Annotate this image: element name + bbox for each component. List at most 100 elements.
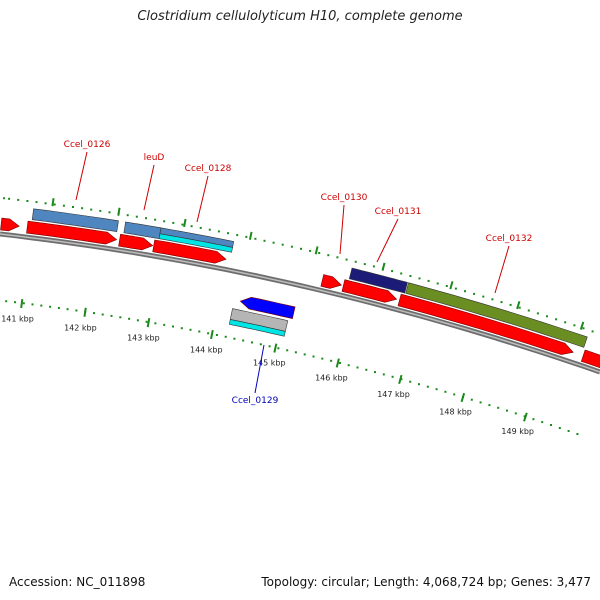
- upper-scale-dot: [427, 279, 430, 282]
- upper-scale-dot: [181, 223, 184, 226]
- gene-label[interactable]: leuD: [144, 153, 165, 163]
- upper-scale-dot: [145, 217, 147, 220]
- upper-major-tick: [183, 218, 187, 228]
- lower-scale-dot: [338, 362, 341, 364]
- lower-scale-dot: [365, 368, 368, 371]
- lower-scale-dot: [550, 424, 552, 426]
- upper-scale-dot: [309, 249, 312, 252]
- gene-bar-ccel-0129-cyan[interactable]: [228, 319, 286, 337]
- gene-bar-ccel-0128-cyan[interactable]: [158, 233, 233, 253]
- lower-scale-dot: [66, 308, 69, 311]
- lower-scale-dot: [479, 401, 482, 404]
- upper-scale-dot: [445, 285, 448, 287]
- cds-arrow[interactable]: [341, 279, 398, 303]
- upper-scale-dot: [8, 197, 11, 200]
- upper-scale-dot: [591, 330, 594, 333]
- upper-major-tick: [248, 231, 253, 240]
- upper-scale-dot: [199, 226, 202, 229]
- scale-tick-label: 145 kbp: [253, 359, 286, 368]
- lower-scale-dot: [409, 380, 412, 383]
- upper-scale-dot: [227, 232, 229, 235]
- lower-major-tick: [335, 358, 340, 368]
- upper-scale-dot: [53, 203, 56, 206]
- lower-scale-dot: [136, 319, 139, 322]
- gene-leader-line: [143, 164, 155, 211]
- lower-scale-dot: [5, 300, 8, 303]
- gene-arrow-ccel-0129[interactable]: [239, 296, 296, 319]
- upper-scale-dot: [190, 225, 193, 228]
- cds-arrow[interactable]: [320, 274, 342, 289]
- gene-label[interactable]: Ccel_0132: [486, 234, 533, 244]
- lower-major-tick: [210, 329, 214, 340]
- upper-scale-dot: [582, 327, 585, 330]
- lower-scale-dot: [514, 412, 517, 415]
- upper-scale-dot: [263, 239, 266, 242]
- cds-arrow[interactable]: [397, 293, 574, 355]
- lower-scale-dot: [286, 349, 289, 352]
- lower-scale-dot: [110, 314, 113, 317]
- upper-scale-dot: [208, 228, 211, 231]
- upper-scale-dot: [44, 202, 47, 205]
- upper-scale-dot: [318, 252, 321, 254]
- lower-scale-dot: [119, 316, 122, 319]
- gene-bar-ccel-0132[interactable]: [405, 282, 588, 348]
- lower-scale-dot: [374, 371, 376, 374]
- upper-scale-dot: [372, 265, 375, 268]
- genome-backbone-highlight: [0, 233, 600, 373]
- lower-scale-dot: [93, 312, 95, 315]
- genome-summary: Topology: circular; Length: 4,068,724 bp…: [261, 575, 591, 589]
- lower-scale-dot: [541, 421, 544, 424]
- upper-scale-dot: [546, 315, 548, 318]
- cds-arrow[interactable]: [152, 239, 227, 264]
- upper-scale-dot: [26, 200, 29, 202]
- upper-scale-dot: [500, 301, 503, 304]
- upper-scale-dot: [217, 230, 220, 233]
- upper-scale-dot: [35, 201, 38, 204]
- lower-scale-dot: [426, 385, 429, 388]
- gene-label[interactable]: Ccel_0131: [375, 207, 422, 217]
- upper-scale-dot: [290, 245, 293, 248]
- gene-label[interactable]: Ccel_0128: [185, 164, 232, 174]
- gene-leader-line: [494, 245, 510, 294]
- upper-scale-dot: [135, 215, 138, 218]
- upper-scale-dot: [454, 287, 457, 290]
- lower-scale-dot: [207, 332, 210, 335]
- upper-scale-dot: [409, 275, 412, 277]
- lower-major-tick: [398, 374, 403, 385]
- cds-arrow[interactable]: [26, 220, 118, 245]
- gene-label[interactable]: Ccel_0130: [321, 193, 368, 203]
- upper-scale-dot: [473, 292, 476, 295]
- upper-scale-dot: [254, 237, 257, 240]
- upper-scale-dot: [345, 258, 348, 261]
- lower-scale-dot: [224, 335, 227, 338]
- lower-scale-dot: [532, 418, 535, 421]
- lower-scale-dot: [330, 359, 333, 362]
- gene-label[interactable]: Ccel_0129: [232, 396, 279, 406]
- upper-scale-dot: [62, 204, 65, 207]
- upper-scale-dot: [108, 211, 111, 214]
- lower-scale-dot: [356, 366, 359, 369]
- cds-arrow[interactable]: [580, 349, 600, 369]
- upper-scale-dot: [354, 260, 357, 263]
- upper-major-tick: [51, 198, 55, 207]
- upper-scale-dot: [72, 206, 74, 208]
- upper-scale-dot: [81, 207, 84, 210]
- gene-bar-ccel-0126[interactable]: [31, 208, 119, 233]
- cds-arrow[interactable]: [0, 217, 20, 232]
- upper-scale-dot: [573, 324, 576, 327]
- upper-scale-dot: [90, 208, 93, 211]
- lower-scale-dot: [488, 404, 491, 407]
- upper-scale-dot: [300, 247, 302, 250]
- lower-scale-dot: [242, 339, 245, 342]
- scale-tick-label: 148 kbp: [439, 408, 472, 417]
- upper-scale-dot: [564, 321, 567, 324]
- lower-scale-dot: [444, 390, 447, 393]
- gene-label[interactable]: Ccel_0126: [64, 140, 111, 150]
- upper-scale-dot: [555, 318, 558, 321]
- upper-major-tick: [579, 321, 585, 330]
- lower-scale-dot: [215, 334, 218, 336]
- lower-scale-dot: [31, 303, 34, 306]
- gene-bar-ccel-0131[interactable]: [348, 267, 408, 294]
- upper-scale-dot: [536, 312, 539, 315]
- cds-arrow[interactable]: [118, 233, 154, 251]
